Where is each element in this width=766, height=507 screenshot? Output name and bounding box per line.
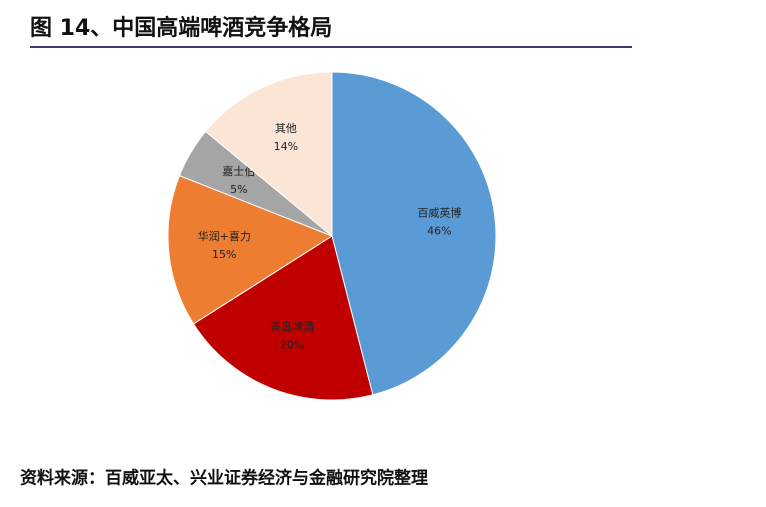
slice-value: 5% [230, 183, 247, 196]
chart-title: 图 14、中国高端啤酒竞争格局 [30, 15, 332, 41]
slice-value: 20% [280, 339, 304, 352]
pie-slice [204, 71, 333, 238]
pie-slice [192, 235, 374, 401]
slice-value: 14% [274, 140, 298, 153]
pie: 百威英博 46% 青岛啤酒 20% 华润+喜力 15% 嘉士伯 5% 其他 14% [167, 71, 497, 401]
pie-slice [331, 71, 497, 396]
slice-name: 青岛啤酒 [270, 320, 314, 334]
slice-value: 46% [427, 224, 451, 237]
slice-name: 其他 [275, 122, 297, 135]
slice-name: 嘉士伯 [222, 164, 255, 178]
slice-value: 15% [212, 248, 236, 261]
slice-name: 百威英博 [417, 205, 461, 219]
pie-slice [167, 174, 334, 325]
slice-name: 华润+喜力 [198, 229, 251, 243]
source-note: 资料来源：百威亚太、兴业证券经济与金融研究院整理 [20, 468, 428, 489]
